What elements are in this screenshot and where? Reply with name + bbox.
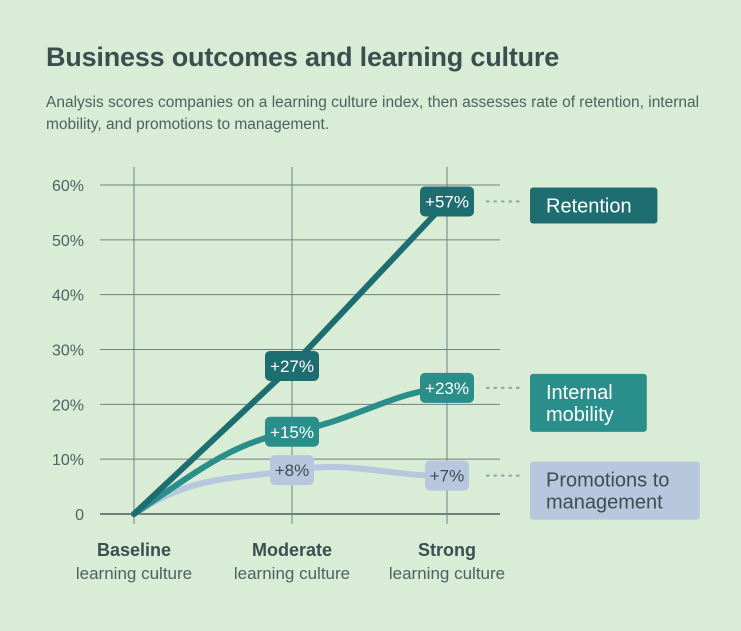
legend-leaders (485, 200, 526, 477)
y-tick-label: 0 (75, 507, 84, 524)
chart-subtitle: Analysis scores companies on a learning … (46, 94, 700, 133)
data-label: +15% (270, 423, 314, 442)
y-tick-label: 10% (52, 452, 84, 469)
x-tick-label: Moderate (252, 540, 332, 560)
x-tick-label: Baseline (97, 540, 171, 560)
data-label: +23% (425, 379, 469, 398)
legend-box-promotions-to-management (530, 461, 700, 520)
legend-label: Internal (546, 382, 613, 404)
y-tick-label: 40% (52, 288, 84, 305)
legend-label: management (546, 492, 663, 514)
data-label-box (265, 350, 319, 381)
legend-label: Retention (546, 195, 632, 217)
y-tick-label: 20% (52, 397, 84, 414)
x-tick-sublabel: learning culture (234, 564, 350, 583)
legend-label: mobility (546, 404, 614, 426)
x-tick-label: Strong (418, 540, 476, 560)
y-tick-label: 50% (52, 233, 84, 250)
data-labels: +27% +57% +15% +23% +8% +7% (265, 186, 474, 491)
data-label: +57% (425, 192, 469, 211)
gridlines (100, 167, 500, 524)
y-axis: 0 10% 20% 30% 40% 50% 60% (52, 178, 84, 524)
chart-title: Business outcomes and learning culture (46, 42, 560, 72)
data-label: +8% (275, 461, 310, 480)
x-tick-sublabel: learning culture (76, 564, 192, 583)
data-label-box (420, 186, 474, 217)
data-label-box (425, 460, 469, 491)
legend-box-retention (530, 187, 658, 224)
x-tick-sublabel: learning culture (389, 564, 505, 583)
data-label-box (270, 455, 314, 486)
data-label-box (420, 372, 474, 403)
y-tick-label: 60% (52, 178, 84, 195)
data-label: +7% (430, 467, 465, 486)
series-line-internal-mobility (131, 384, 450, 517)
data-label-box (265, 416, 319, 447)
legend-box-internal-mobility (530, 373, 647, 432)
legend-label: Promotions to (546, 470, 669, 492)
y-tick-label: 30% (52, 343, 84, 360)
x-axis: Baseline learning culture Moderate learning… (76, 540, 505, 583)
data-label: +27% (270, 357, 314, 376)
